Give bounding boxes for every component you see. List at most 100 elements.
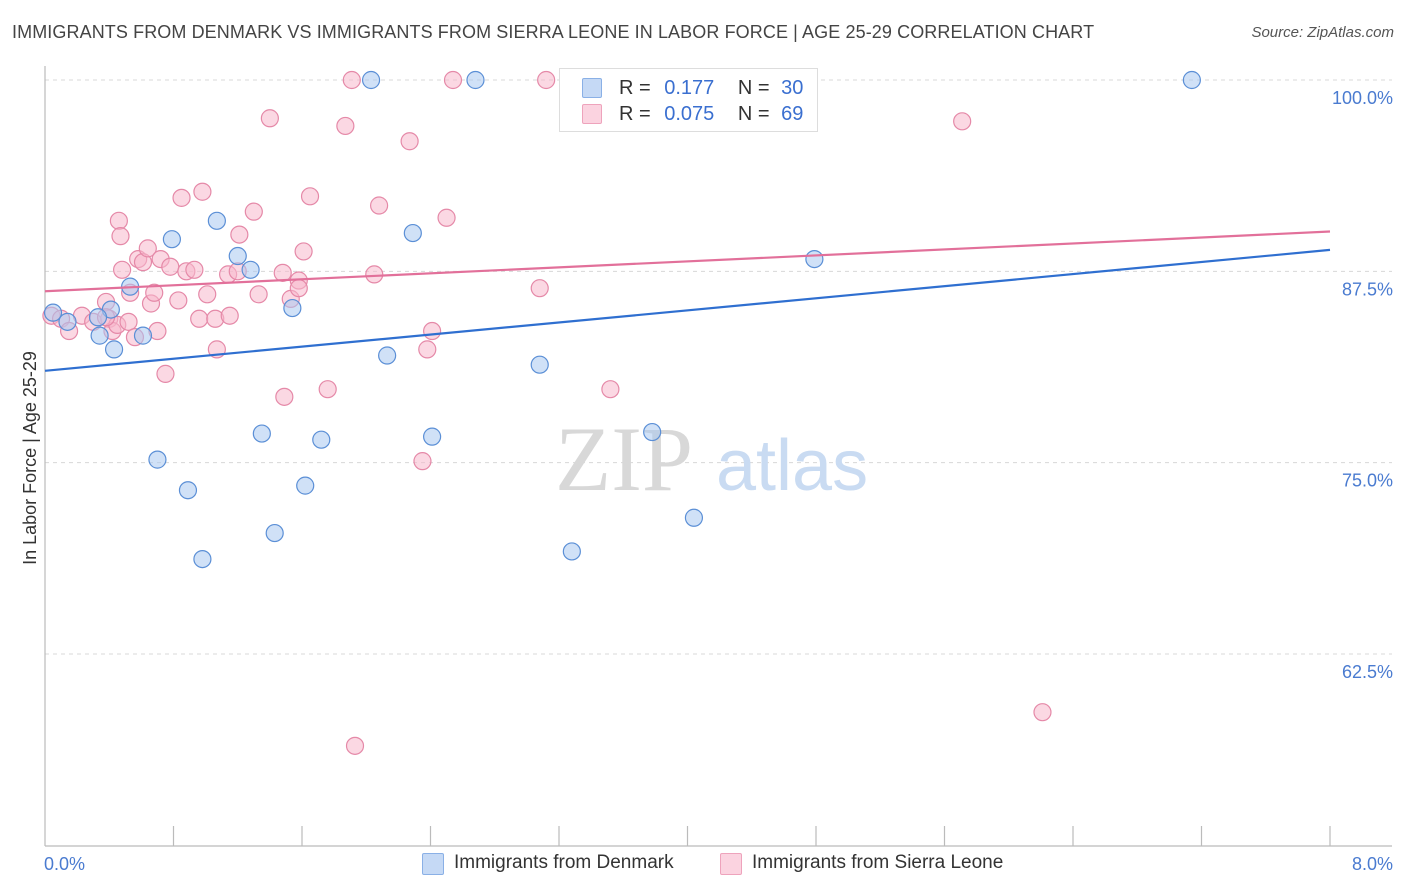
data-point-denmark xyxy=(90,326,109,345)
data-point-denmark xyxy=(361,70,381,90)
data-point-sierra-leone xyxy=(275,387,294,406)
source-credit: Source: ZipAtlas.com xyxy=(1251,24,1394,41)
data-point-sierra-leone xyxy=(112,260,132,279)
trend-lines xyxy=(44,230,1331,372)
data-point-sierra-leone xyxy=(273,263,292,282)
data-point-sierra-leone xyxy=(111,227,130,246)
grid-lines xyxy=(45,79,1392,655)
trend-line-sierra-leone xyxy=(44,230,1331,293)
data-point-sierra-leone xyxy=(437,208,456,227)
legend-n-label: N = xyxy=(737,77,770,99)
data-point-sierra-leone xyxy=(418,340,437,359)
data-point-denmark xyxy=(207,211,226,230)
watermark-atlas: atlas xyxy=(716,426,868,506)
data-point-sierra-leone xyxy=(423,321,442,341)
data-point-denmark xyxy=(252,424,271,443)
y-tick-label: 62.5% xyxy=(1342,662,1393,682)
data-point-denmark xyxy=(193,549,212,569)
bottom-legend-swatch-sierra-leone xyxy=(720,853,742,875)
y-tick-label: 87.5% xyxy=(1342,279,1393,299)
data-point-sierra-leone xyxy=(370,196,389,215)
data-point-denmark xyxy=(296,476,315,495)
legend-r-label: R = xyxy=(619,103,651,125)
data-point-denmark xyxy=(283,298,302,318)
data-point-sierra-leone xyxy=(530,279,549,298)
data-point-denmark xyxy=(148,450,167,469)
bottom-legend-label-sierra-leone: Immigrants from Sierra Leone xyxy=(752,852,1004,873)
data-point-sierra-leone xyxy=(289,279,308,298)
data-point-denmark xyxy=(312,430,331,449)
data-point-denmark xyxy=(58,312,77,331)
y-tick-label: 75.0% xyxy=(1342,471,1393,491)
data-point-sierra-leone xyxy=(198,285,217,304)
data-point-denmark xyxy=(1182,70,1201,90)
data-point-sierra-leone xyxy=(345,736,365,755)
data-point-denmark xyxy=(466,70,485,90)
data-points xyxy=(42,70,1201,755)
data-point-sierra-leone xyxy=(156,364,175,383)
data-point-sierra-leone xyxy=(953,112,972,131)
data-point-denmark xyxy=(643,422,662,442)
x-tick-label: 8.0% xyxy=(1352,854,1393,874)
data-point-denmark xyxy=(43,303,63,322)
data-point-sierra-leone xyxy=(138,239,157,258)
data-point-sierra-leone xyxy=(601,380,620,399)
data-point-denmark xyxy=(423,427,442,446)
data-point-denmark xyxy=(104,340,124,359)
data-point-denmark xyxy=(265,523,284,543)
data-point-denmark xyxy=(684,508,704,527)
data-point-sierra-leone xyxy=(1033,703,1052,722)
data-point-sierra-leone xyxy=(220,306,239,325)
legend-r-value-denmark: 0.177 xyxy=(664,77,715,99)
data-point-denmark xyxy=(228,246,247,266)
chart-title: IMMIGRANTS FROM DENMARK VS IMMIGRANTS FR… xyxy=(12,22,1095,42)
data-point-sierra-leone xyxy=(193,182,212,201)
trend-line-denmark xyxy=(44,248,1331,372)
data-point-sierra-leone xyxy=(336,116,355,136)
legend-row-sierra-leone: R = 0.075 N = 69 xyxy=(582,103,804,126)
watermark-zip: ZIP xyxy=(555,408,693,510)
data-point-sierra-leone xyxy=(161,257,180,276)
data-point-sierra-leone xyxy=(185,260,204,279)
legend-r-label: R = xyxy=(619,77,651,99)
axes xyxy=(44,66,1392,847)
x-tick-label: 0.0% xyxy=(44,854,85,874)
legend-swatch-denmark xyxy=(582,78,602,98)
data-point-denmark xyxy=(805,249,824,269)
data-point-denmark xyxy=(378,346,397,365)
data-point-denmark xyxy=(162,230,181,249)
y-tick-label: 100.0% xyxy=(1332,88,1393,108)
data-point-sierra-leone xyxy=(294,242,313,261)
legend-n-value-sierra-leone: 69 xyxy=(781,103,804,125)
data-point-sierra-leone xyxy=(342,70,361,90)
data-point-denmark xyxy=(133,326,153,345)
data-point-sierra-leone xyxy=(443,70,463,90)
data-point-sierra-leone xyxy=(249,285,268,304)
data-point-sierra-leone xyxy=(365,265,384,284)
data-point-sierra-leone xyxy=(300,187,320,206)
legend-swatch-sierra-leone xyxy=(582,104,602,124)
legend-n-label: N = xyxy=(737,103,770,125)
tick-labels: 62.5% 75.0% 87.5% 100.0% 0.0% 8.0% xyxy=(44,88,1393,874)
correlation-legend: R = 0.177 N = 30 R = 0.075 N = 69 xyxy=(559,68,818,132)
data-point-sierra-leone xyxy=(413,452,432,471)
data-point-sierra-leone xyxy=(119,312,138,331)
data-point-sierra-leone xyxy=(190,309,209,328)
data-point-denmark xyxy=(403,223,422,243)
data-point-denmark xyxy=(241,260,260,279)
data-point-denmark xyxy=(178,481,198,500)
bottom-legend-label-denmark: Immigrants from Denmark xyxy=(454,852,674,873)
data-point-sierra-leone xyxy=(145,283,164,302)
data-point-sierra-leone xyxy=(537,70,556,90)
watermark: ZIP atlas xyxy=(555,408,868,510)
legend-r-value-sierra-leone: 0.075 xyxy=(664,103,715,125)
bottom-legend-denmark: Immigrants from Denmark xyxy=(422,852,674,875)
bottom-legend-swatch-denmark xyxy=(422,853,444,875)
data-point-denmark xyxy=(88,308,108,327)
data-point-sierra-leone xyxy=(169,291,188,310)
data-point-denmark xyxy=(530,355,549,374)
bottom-legend-sierra-leone: Immigrants from Sierra Leone xyxy=(720,852,1004,875)
data-point-sierra-leone xyxy=(172,188,191,207)
data-point-sierra-leone xyxy=(318,380,337,399)
